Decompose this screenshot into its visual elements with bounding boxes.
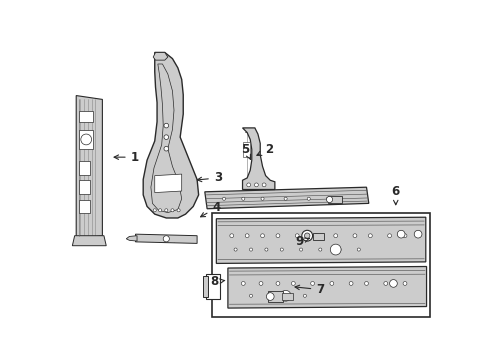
Circle shape	[254, 183, 258, 187]
Circle shape	[244, 234, 248, 238]
Text: 5: 5	[241, 143, 250, 159]
Text: 4: 4	[200, 202, 220, 217]
Circle shape	[352, 234, 356, 238]
Circle shape	[266, 294, 270, 297]
Text: 1: 1	[114, 150, 139, 164]
Bar	[79, 199, 90, 213]
Polygon shape	[153, 53, 167, 60]
Polygon shape	[126, 236, 137, 241]
Text: 3: 3	[197, 171, 222, 184]
Circle shape	[383, 282, 387, 285]
Polygon shape	[242, 128, 274, 189]
Circle shape	[329, 244, 341, 255]
Circle shape	[280, 248, 283, 251]
Circle shape	[259, 282, 263, 285]
Circle shape	[163, 236, 169, 242]
Circle shape	[249, 294, 252, 297]
Circle shape	[326, 197, 329, 200]
Circle shape	[264, 248, 267, 251]
Circle shape	[389, 280, 396, 287]
Circle shape	[164, 209, 167, 212]
Circle shape	[153, 209, 156, 212]
Circle shape	[222, 197, 225, 200]
Circle shape	[303, 294, 306, 297]
Circle shape	[163, 123, 168, 128]
Bar	[242, 142, 250, 157]
Circle shape	[364, 282, 367, 285]
Circle shape	[266, 293, 274, 300]
Bar	[79, 130, 93, 149]
Circle shape	[241, 197, 244, 200]
Circle shape	[260, 234, 264, 238]
Circle shape	[295, 234, 299, 238]
Circle shape	[284, 294, 286, 297]
Polygon shape	[143, 53, 198, 218]
Circle shape	[329, 282, 333, 285]
Circle shape	[396, 230, 404, 238]
Circle shape	[299, 248, 302, 251]
Circle shape	[333, 234, 337, 238]
Polygon shape	[227, 266, 426, 308]
Circle shape	[367, 234, 371, 238]
Bar	[203, 276, 207, 297]
Circle shape	[357, 248, 360, 251]
Circle shape	[301, 230, 312, 241]
Bar	[79, 180, 90, 194]
Circle shape	[314, 234, 318, 238]
Text: 6: 6	[391, 185, 399, 205]
Bar	[206, 274, 220, 299]
Circle shape	[171, 209, 174, 212]
Circle shape	[262, 183, 265, 187]
Circle shape	[337, 248, 341, 251]
Circle shape	[306, 197, 310, 200]
Bar	[79, 161, 90, 175]
Text: 7: 7	[294, 283, 324, 296]
Bar	[281, 293, 292, 300]
Bar	[327, 195, 341, 203]
Circle shape	[402, 234, 406, 238]
Polygon shape	[204, 187, 368, 209]
Circle shape	[246, 183, 250, 187]
Circle shape	[284, 197, 286, 200]
Circle shape	[387, 234, 391, 238]
Bar	[312, 233, 324, 239]
Polygon shape	[76, 95, 102, 239]
Circle shape	[348, 282, 352, 285]
Circle shape	[163, 147, 168, 151]
Polygon shape	[154, 174, 182, 193]
Circle shape	[304, 233, 309, 238]
Text: 8: 8	[210, 275, 224, 288]
Circle shape	[326, 197, 332, 203]
Bar	[212, 213, 429, 316]
Circle shape	[402, 282, 406, 285]
Bar	[79, 111, 93, 122]
Circle shape	[310, 282, 314, 285]
Circle shape	[261, 197, 264, 200]
Circle shape	[163, 135, 168, 139]
Circle shape	[81, 134, 91, 145]
Circle shape	[177, 209, 180, 212]
Circle shape	[275, 234, 279, 238]
Circle shape	[158, 209, 162, 212]
Polygon shape	[135, 234, 197, 243]
Circle shape	[229, 234, 233, 238]
Circle shape	[249, 248, 252, 251]
Circle shape	[234, 248, 237, 251]
Circle shape	[280, 291, 290, 301]
Circle shape	[413, 230, 421, 238]
Circle shape	[275, 282, 279, 285]
Circle shape	[318, 248, 321, 251]
Polygon shape	[72, 236, 106, 246]
Polygon shape	[216, 217, 425, 264]
Text: 2: 2	[256, 143, 272, 156]
Circle shape	[241, 282, 244, 285]
Circle shape	[291, 282, 295, 285]
Bar	[267, 291, 283, 302]
Text: 9: 9	[295, 235, 308, 248]
